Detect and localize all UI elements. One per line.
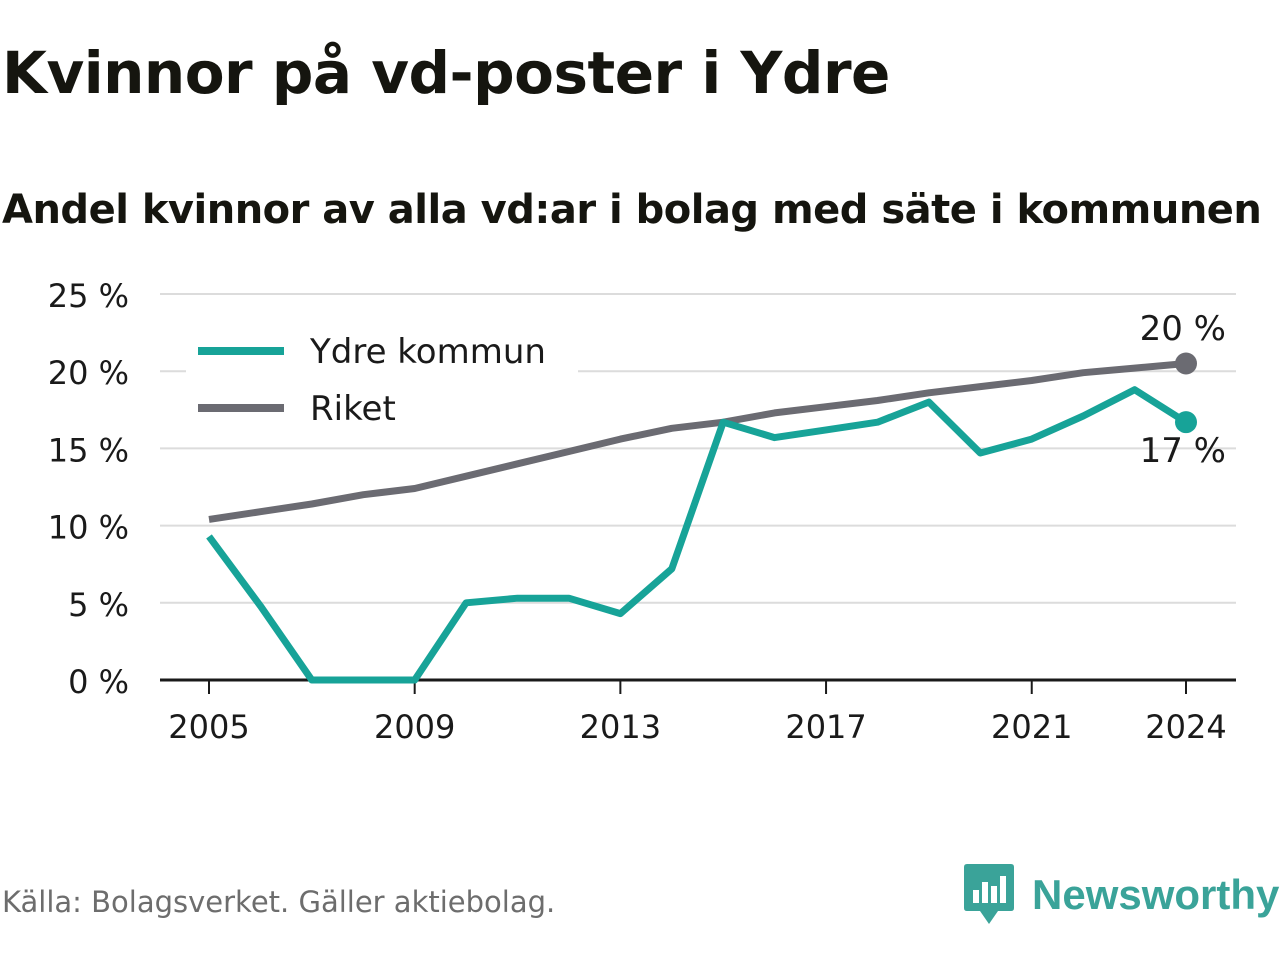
- y-tick-label: 20 %: [48, 354, 129, 392]
- y-tick-label: 10 %: [48, 509, 129, 547]
- series: [206, 352, 1197, 684]
- source-note: Källa: Bolagsverket. Gäller aktiebolag.: [2, 885, 556, 919]
- bar-chart-speech-bubble-icon: [964, 864, 1014, 924]
- end-label-ydre: 17 %: [1140, 431, 1226, 471]
- end-labels: 20 % 17 %: [1140, 309, 1226, 471]
- legend-background: [186, 322, 578, 446]
- x-tick-label: 2024: [1145, 708, 1226, 746]
- end-point-ydre: [1175, 411, 1197, 434]
- y-tick-label: 5 %: [68, 586, 129, 624]
- axes: 0 % 5 % 10 % 15 % 20 % 25 % 2005 2009 2013 2017 20…: [48, 277, 1236, 746]
- legend: Ydre kommun Riket: [186, 322, 578, 446]
- end-label-riket: 20 %: [1140, 309, 1226, 349]
- y-tick-label: 0 %: [68, 663, 129, 701]
- y-tick-label: 15 %: [48, 431, 129, 469]
- end-point-riket: [1175, 352, 1197, 375]
- brand-name: Newsworthy: [1032, 871, 1280, 918]
- x-tick-label: 2005: [168, 708, 249, 746]
- series-line-ydre: [206, 386, 1188, 684]
- x-tick-label: 2013: [580, 708, 661, 746]
- x-tick-label: 2009: [374, 708, 455, 746]
- chart-title: Kvinnor på vd-poster i Ydre: [2, 39, 890, 107]
- brand-logo: Newsworthy: [964, 864, 1279, 926]
- series-line-riket: [208, 360, 1187, 523]
- legend-label: Ydre kommun: [309, 332, 546, 372]
- chart-subtitle: Andel kvinnor av alla vd:ar i bolag med …: [2, 187, 1262, 233]
- y-tick-label: 25 %: [48, 277, 129, 315]
- x-tick-label: 2017: [785, 708, 866, 746]
- legend-label: Riket: [310, 389, 396, 429]
- x-tick-label: 2021: [991, 708, 1072, 746]
